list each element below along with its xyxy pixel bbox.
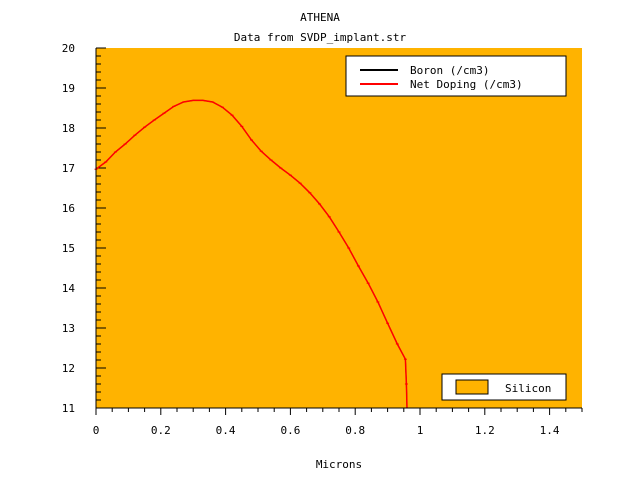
x-tick-label: 0.6	[280, 424, 300, 437]
plot-area	[96, 48, 582, 408]
y-tick-label: 16	[62, 202, 75, 215]
legend: Boron (/cm3) Net Doping (/cm3)	[345, 55, 567, 97]
y-tick-label: 14	[62, 282, 76, 295]
y-tick-label: 18	[62, 122, 75, 135]
axis-ticks	[95, 47, 583, 415]
x-axis-label: Microns	[316, 458, 362, 471]
y-tick-label: 13	[62, 322, 75, 335]
legend-label-boron: Boron (/cm3)	[410, 64, 489, 77]
legend-label-net-doping: Net Doping (/cm3)	[410, 78, 523, 91]
y-tick-label: 11	[62, 402, 75, 415]
legend-box	[345, 55, 567, 97]
series-layer	[94, 99, 409, 409]
material-label-silicon: Silicon	[505, 382, 551, 395]
y-tick-label: 17	[62, 162, 75, 175]
x-tick-label: 0.2	[151, 424, 171, 437]
y-tick-label: 12	[62, 362, 75, 375]
x-tick-label: 0.8	[345, 424, 365, 437]
x-tick-label: 0.4	[216, 424, 236, 437]
x-tick-label: 1.2	[475, 424, 495, 437]
material-swatch-silicon	[455, 379, 489, 395]
x-tick-label: 1	[417, 424, 424, 437]
y-tick-label: 19	[62, 82, 75, 95]
x-tick-label: 1.4	[540, 424, 560, 437]
x-tick-label: 0	[93, 424, 100, 437]
x-tick-labels: 0 0.2 0.4 0.6 0.8 1 1.2 1.4	[93, 424, 560, 437]
y-tick-labels: 11 12 13 14 15 16 17 18 19 20	[62, 42, 76, 415]
chart-subtitle: Data from SVDP_implant.str	[234, 31, 407, 44]
y-tick-label: 15	[62, 242, 75, 255]
chart-title: ATHENA	[300, 11, 340, 24]
y-tick-label: 20	[62, 42, 75, 55]
material-legend: Silicon	[441, 373, 567, 401]
